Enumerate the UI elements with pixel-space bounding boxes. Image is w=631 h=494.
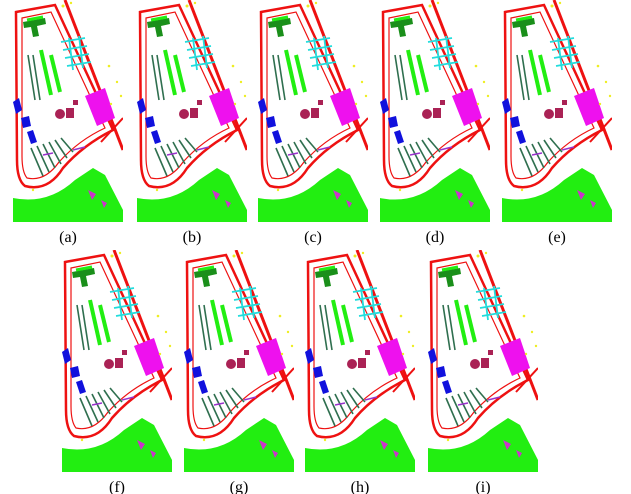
classification-map bbox=[62, 250, 172, 472]
panel-label: (e) bbox=[548, 229, 566, 246]
panel-label: (f) bbox=[109, 479, 125, 494]
panels: (a) (b) (c) (d) (e) (f) (g) (h) (i) bbox=[13, 0, 612, 494]
classification-map bbox=[137, 0, 247, 222]
panel-label: (b) bbox=[183, 229, 202, 246]
classification-map bbox=[380, 0, 490, 222]
classification-map bbox=[502, 0, 612, 222]
panel-label: (d) bbox=[426, 229, 445, 246]
classification-map bbox=[305, 250, 415, 472]
classification-map bbox=[428, 250, 538, 472]
panel-label: (c) bbox=[304, 229, 322, 246]
panel-label: (i) bbox=[475, 479, 490, 494]
panel-label: (h) bbox=[351, 479, 370, 494]
panel-label: (g) bbox=[230, 479, 249, 494]
classification-map bbox=[13, 0, 123, 222]
figure: (a) (b) (c) (d) (e) (f) (g) (h) (i) bbox=[0, 0, 631, 494]
classification-map bbox=[258, 0, 368, 222]
classification-map bbox=[184, 250, 294, 472]
panel-label: (a) bbox=[59, 229, 77, 246]
